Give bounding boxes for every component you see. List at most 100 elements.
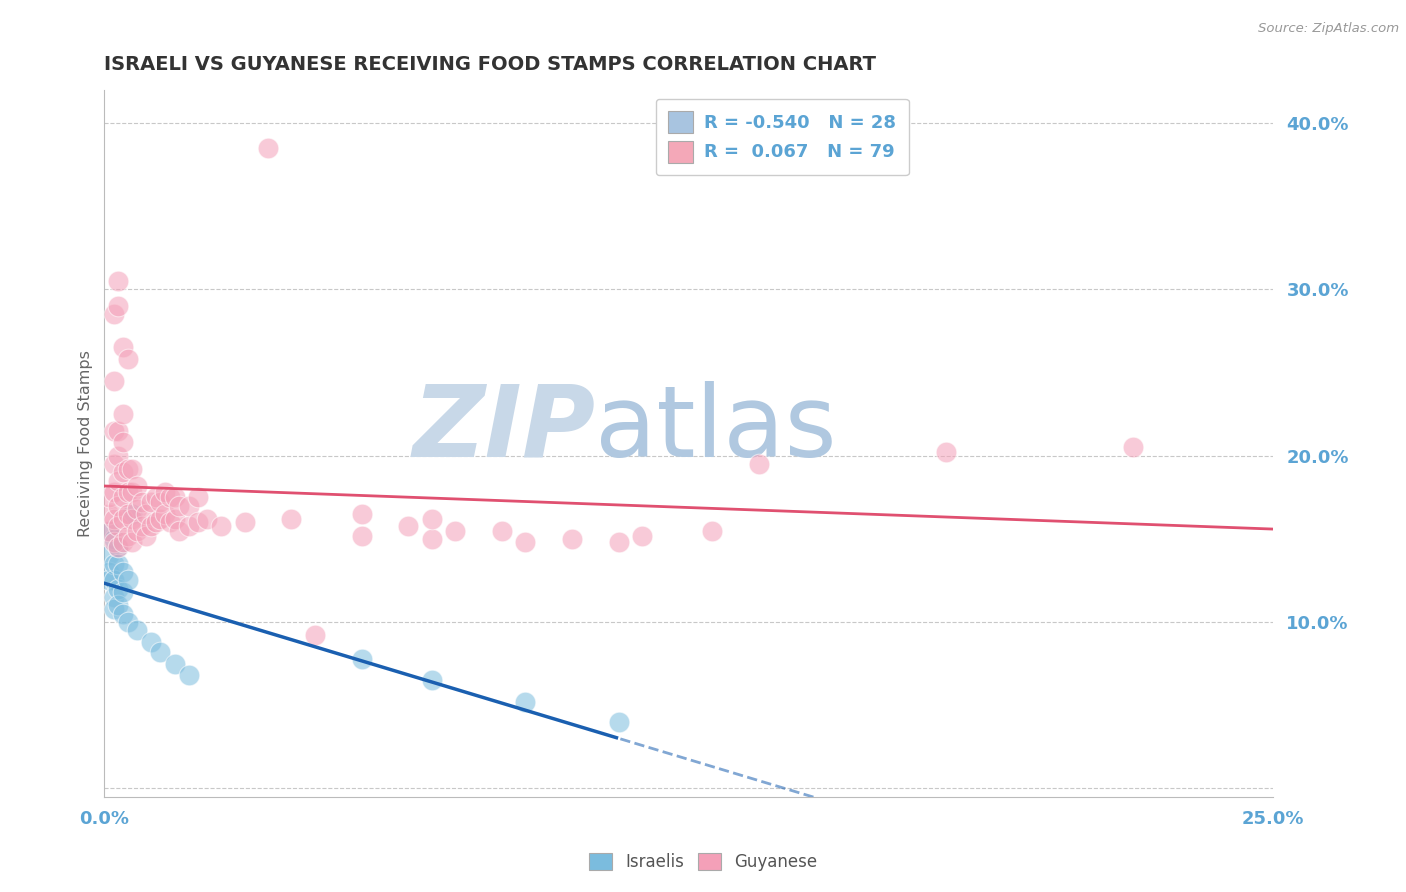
Point (103, 374, 125, 388)
Point (135, 507, 157, 521)
Point (112, 407, 135, 421)
Point (209, 518, 232, 533)
Point (98, 549, 121, 563)
Point (159, 515, 181, 529)
Point (631, 528, 654, 542)
Point (107, 540, 129, 554)
Point (420, 532, 443, 546)
Point (145, 515, 167, 529)
Point (121, 507, 143, 521)
Point (117, 528, 139, 542)
Point (153, 485, 176, 500)
Point (145, 490, 167, 504)
Point (163, 512, 186, 526)
Point (121, 462, 143, 476)
Point (607, 714, 630, 729)
Point (420, 673, 443, 688)
Point (700, 524, 723, 538)
Point (127, 502, 149, 516)
Point (112, 465, 135, 479)
Text: ZIP: ZIP (412, 381, 595, 477)
Point (107, 449, 129, 463)
Point (117, 462, 139, 476)
Point (98, 565, 121, 579)
Point (103, 557, 125, 571)
Point (163, 657, 186, 671)
Point (127, 478, 149, 492)
Point (112, 512, 135, 526)
Point (257, 141, 280, 155)
Point (131, 495, 153, 509)
Point (117, 507, 139, 521)
Point (420, 512, 443, 526)
Text: ISRAELI VS GUYANESE RECEIVING FOOD STAMPS CORRELATION CHART: ISRAELI VS GUYANESE RECEIVING FOOD STAMP… (104, 55, 876, 74)
Point (103, 485, 125, 500)
Legend: Israelis, Guyanese: Israelis, Guyanese (581, 845, 825, 880)
Point (103, 424, 125, 438)
Point (350, 651, 373, 665)
Point (107, 474, 129, 488)
Point (149, 645, 172, 659)
Point (98, 524, 121, 538)
Point (127, 624, 149, 638)
Text: atlas: atlas (595, 381, 837, 477)
Point (103, 535, 125, 549)
Point (117, 574, 139, 588)
Point (121, 512, 143, 526)
Point (280, 512, 302, 526)
Y-axis label: Receiving Food Stamps: Receiving Food Stamps (79, 350, 93, 537)
Point (117, 615, 139, 629)
Point (98, 507, 121, 521)
Point (748, 457, 770, 471)
Point (513, 535, 536, 549)
Point (159, 490, 181, 504)
Point (139, 635, 162, 649)
Point (103, 601, 125, 615)
Point (112, 535, 135, 549)
Point (444, 524, 467, 538)
Point (112, 435, 135, 450)
Point (112, 490, 135, 504)
Point (149, 512, 172, 526)
Point (121, 535, 143, 549)
Point (98, 574, 121, 588)
Point (935, 445, 957, 459)
Point (233, 515, 256, 529)
Point (135, 528, 157, 542)
Point (107, 582, 129, 596)
Point (350, 528, 373, 542)
Point (177, 518, 200, 533)
Point (396, 518, 419, 533)
Point (112, 585, 135, 599)
Point (177, 668, 200, 682)
Point (195, 512, 218, 526)
Point (153, 507, 176, 521)
Legend: R = -0.540   N = 28, R =  0.067   N = 79: R = -0.540 N = 28, R = 0.067 N = 79 (655, 99, 908, 175)
Point (121, 485, 143, 500)
Point (139, 518, 162, 533)
Point (98, 490, 121, 504)
Point (167, 499, 190, 513)
Point (103, 512, 125, 526)
Point (350, 507, 373, 521)
Point (607, 535, 630, 549)
Point (139, 495, 162, 509)
Point (103, 307, 125, 321)
Point (107, 424, 129, 438)
Point (103, 457, 125, 471)
Point (107, 599, 129, 613)
Point (103, 574, 125, 588)
Point (167, 524, 190, 538)
Point (513, 695, 536, 709)
Point (103, 590, 125, 604)
Point (107, 274, 129, 288)
Point (163, 490, 186, 504)
Point (117, 352, 139, 367)
Point (107, 518, 129, 533)
Point (107, 540, 129, 554)
Point (131, 518, 153, 533)
Point (103, 532, 125, 546)
Point (112, 565, 135, 579)
Point (107, 299, 129, 313)
Point (107, 557, 129, 571)
